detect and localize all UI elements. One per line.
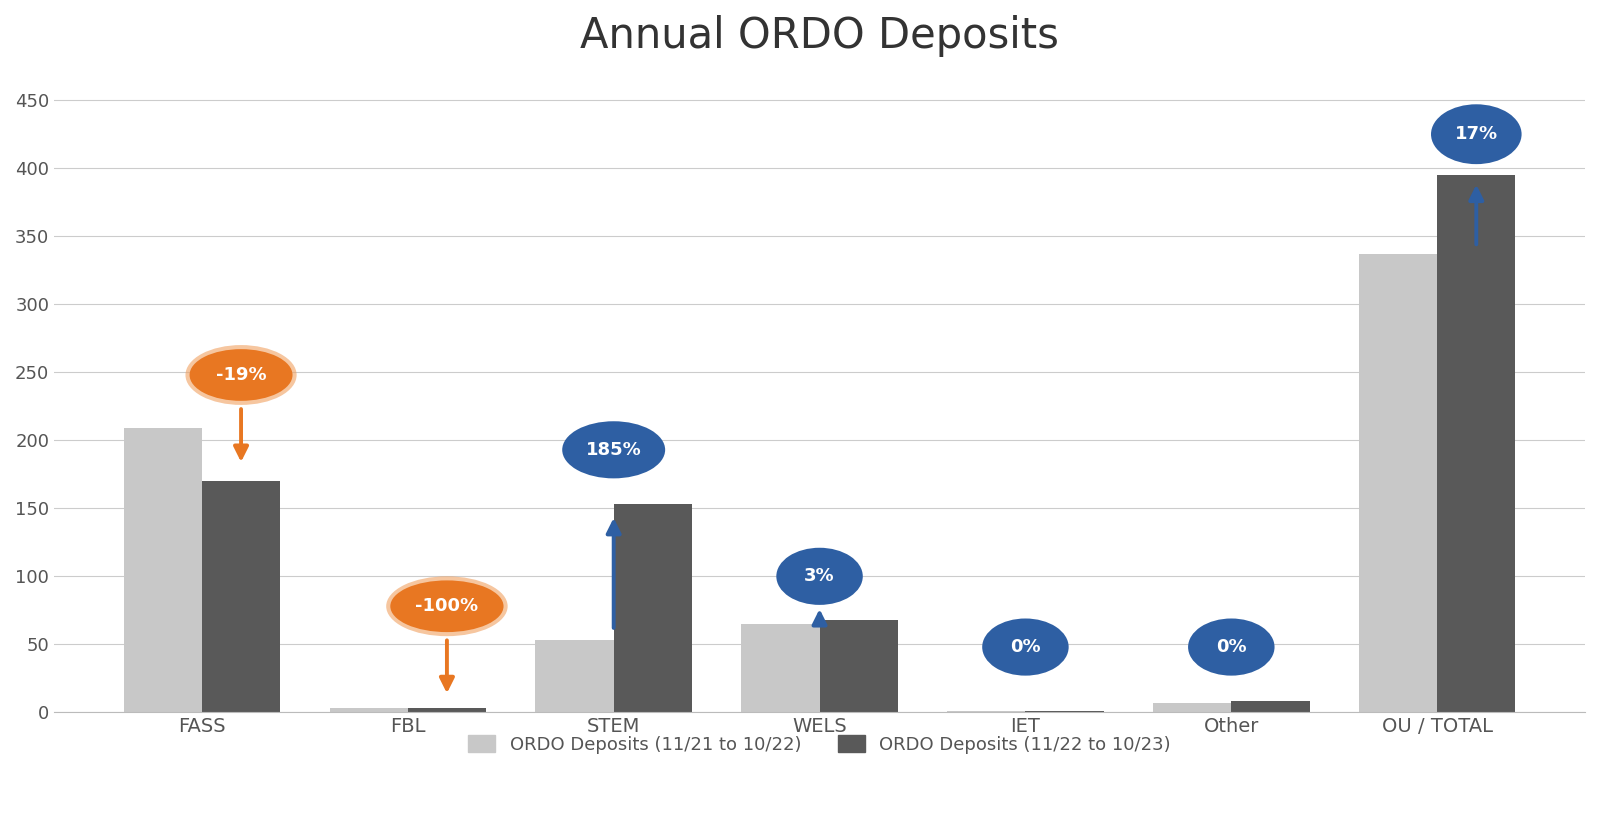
Ellipse shape [982,619,1069,676]
Ellipse shape [1430,104,1522,164]
Bar [1026,711,1104,712]
Text: 185%: 185% [586,441,642,459]
Ellipse shape [390,581,504,632]
Bar [1437,175,1515,712]
Ellipse shape [386,577,507,636]
Bar [614,504,691,712]
Title: Annual ORDO Deposits: Annual ORDO Deposits [581,15,1059,57]
Ellipse shape [562,422,666,478]
Text: -100%: -100% [416,597,478,615]
Bar [123,428,202,712]
Text: 17%: 17% [1454,125,1498,144]
Bar [819,620,898,712]
Bar [1154,703,1232,712]
Text: 3%: 3% [805,568,835,585]
Text: 0%: 0% [1010,638,1040,656]
Bar [408,709,486,712]
Ellipse shape [189,349,293,401]
Text: 0%: 0% [1216,638,1246,656]
Bar [202,481,280,712]
Bar [1358,254,1437,712]
Text: -19%: -19% [216,366,266,384]
Bar [536,640,614,712]
Bar [947,711,1026,712]
Bar [330,709,408,712]
Bar [1232,701,1309,712]
Ellipse shape [1189,619,1275,676]
Ellipse shape [186,345,296,405]
Legend: ORDO Deposits (11/21 to 10/22), ORDO Deposits (11/22 to 10/23): ORDO Deposits (11/21 to 10/22), ORDO Dep… [461,728,1178,761]
Bar [741,624,819,712]
Ellipse shape [776,548,862,605]
